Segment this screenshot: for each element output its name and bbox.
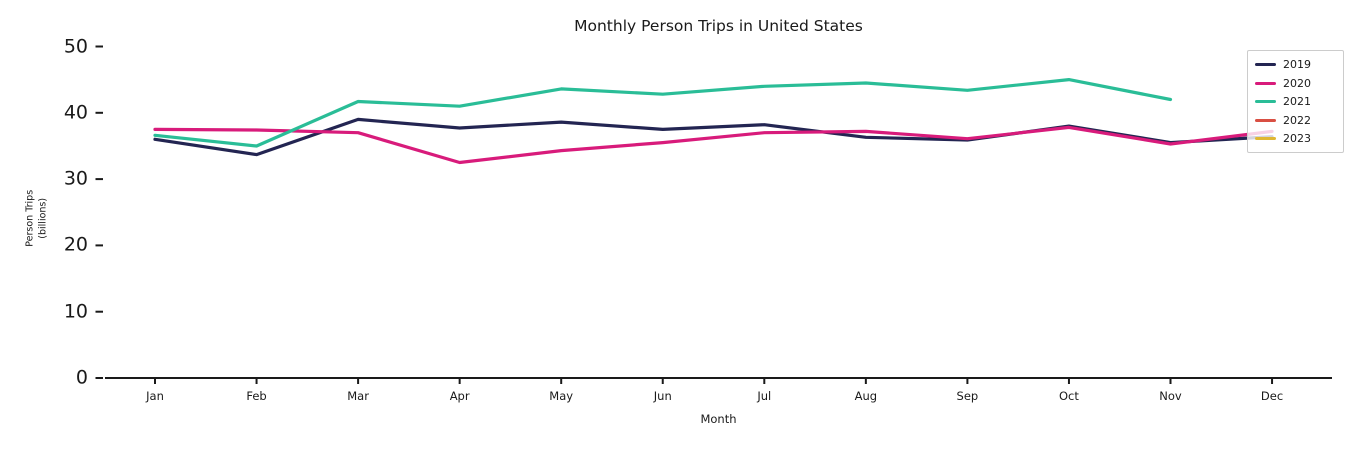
x-tick-label-jan: Jan [146,389,164,403]
x-tick-label-jul: Jul [757,389,772,403]
y-tick-label: 0 [75,366,88,389]
x-tick-label-nov: Nov [1159,389,1182,403]
legend-entry-2019: 2019 [1255,57,1335,72]
legend-entry-2023: 2023 [1255,131,1335,146]
legend-label-2020: 2020 [1283,76,1311,90]
x-axis-label: Month [700,412,737,426]
series-line-2020 [153,125,1274,165]
legend-swatch-2022 [1255,118,1276,122]
chart-title: Monthly Person Trips in United States [574,17,863,35]
y-tick-label: 10 [63,300,88,323]
x-tick-label-sep: Sep [956,389,979,403]
legend-label-2021: 2021 [1283,95,1311,108]
x-tick-label-aug: Aug [854,389,878,403]
legend-label-2019: 2019 [1283,58,1311,71]
x-tick-label-apr: Apr [449,389,470,403]
x-tick-label-dec: Dec [1260,389,1284,403]
legend-entry-2020: 2020 [1255,76,1335,91]
legend-swatch-2020 [1255,81,1276,85]
x-tick-label-feb: Feb [246,389,267,403]
y-tick-label: 20 [63,233,88,256]
y-tick-label: 50 [63,35,88,58]
legend-entry-2022: 2022 [1255,113,1335,128]
legend-swatch-2023 [1255,137,1276,140]
legend-entry-2021: 2021 [1255,94,1335,109]
y-tick-label: 30 [63,167,88,190]
x-tick-label-mar: Mar [347,389,369,403]
legend-label-2022: 2022 [1283,113,1311,127]
legend-swatch-2021 [1255,100,1276,103]
y-axis-tick-labels: 0 10 20 30 40 50 [0,0,88,450]
x-tick-label-may: May [549,389,574,403]
series-line-2021 [153,77,1173,148]
y-tick-label: 40 [63,101,88,124]
legend: 2019 2020 2021 2022 2023 [1247,50,1344,153]
x-tick-label-jun: Jun [653,389,672,403]
x-tick-label-oct: Oct [1058,389,1079,403]
legend-swatch-2019 [1255,63,1276,66]
legend-label-2023: 2023 [1283,132,1311,145]
